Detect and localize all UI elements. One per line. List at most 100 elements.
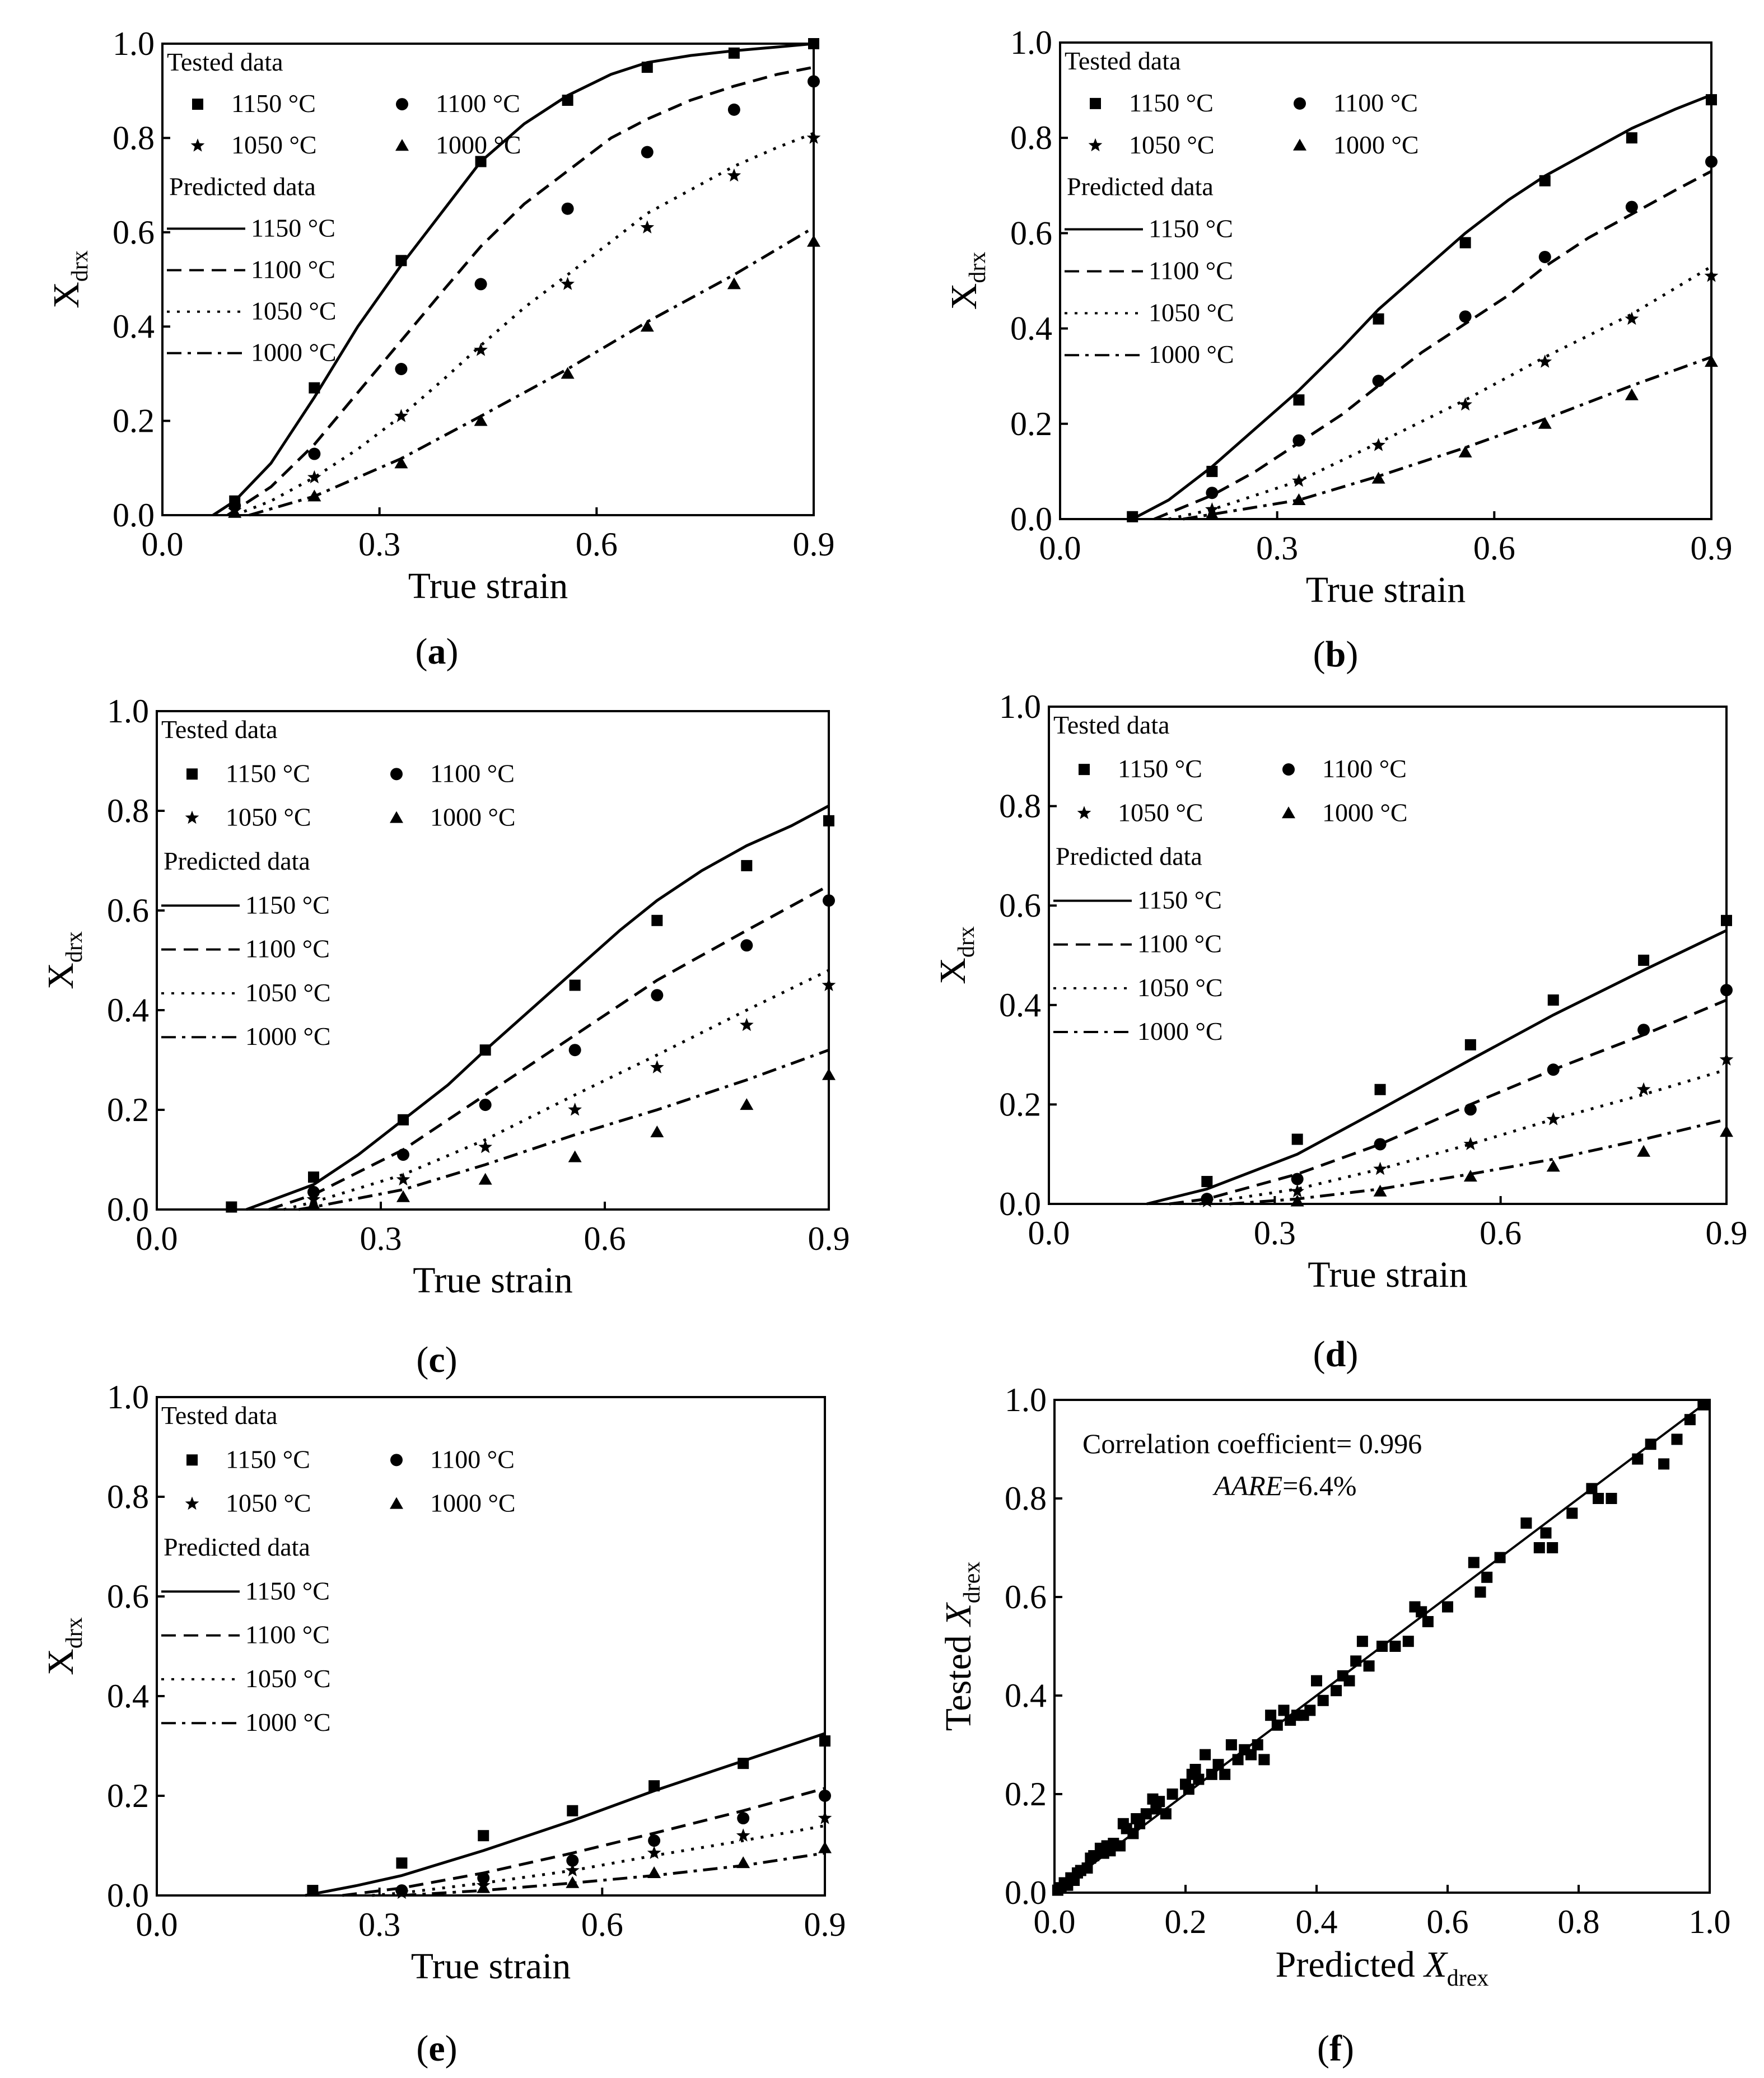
legend-unit: °C: [290, 130, 317, 159]
x-axis-label-sub: drex: [1447, 1965, 1489, 1991]
legend-temp: 1050: [251, 297, 309, 325]
data-point-1050: [1546, 1112, 1561, 1126]
legend-unit: °C: [494, 130, 521, 159]
data-point-1000: [228, 506, 242, 518]
panel-label-letter: e: [428, 2028, 445, 2069]
panel-label-open: (: [1313, 634, 1326, 675]
y-tick-label: 0.6: [107, 892, 149, 929]
data-point-1100: [740, 939, 753, 952]
data-point-1050: [1625, 311, 1639, 325]
plot-frame: [156, 710, 830, 1211]
legend-unit: °C: [1206, 256, 1233, 284]
data-point-1000: [568, 1150, 582, 1162]
data-point: [1389, 1641, 1401, 1652]
data-point-1000: [1205, 507, 1219, 520]
y-axis-label-sub: drex: [959, 1562, 985, 1604]
panel-e: 0.0 0.2 0.4 0.6 0.8 1.0 0.0 0.3 0.6 0.9 True strai…: [40, 1379, 846, 2069]
y-tick-label: 1.0: [107, 1379, 149, 1416]
data-point: [1154, 1796, 1165, 1808]
panel-label-letter: c: [428, 1339, 445, 1380]
legend-unit: °C: [1196, 1017, 1223, 1045]
data-point-1150: [648, 1780, 660, 1792]
legend-unit: °C: [283, 759, 310, 787]
legend-predicted-label-1150: 1150 °C: [251, 213, 335, 242]
panel-label: (d): [1313, 1334, 1359, 1375]
data-point: [1258, 1754, 1270, 1766]
legend-tested-title: Tested data: [167, 48, 283, 76]
data-point-1100: [561, 202, 574, 215]
y-tick-label: 0.4: [107, 1678, 149, 1715]
legend-marker-1150: [1079, 764, 1090, 776]
y-tick-label: 0.8: [107, 792, 149, 829]
data-point: [1468, 1557, 1480, 1568]
legend-temp: 1000: [436, 130, 494, 159]
legend-unit: °C: [1194, 930, 1222, 958]
x-tick-label: 0.9: [1691, 530, 1733, 567]
data-point-1000: [650, 1126, 664, 1138]
legend-label-1000: 1000 °C: [430, 1489, 516, 1517]
legend-predicted-label-1000: 1000 °C: [1149, 340, 1234, 368]
data-point-1150: [478, 1830, 489, 1842]
legend-temp: 1050: [1137, 973, 1196, 1002]
data-point: [1127, 1828, 1139, 1839]
data-point: [1166, 1789, 1178, 1800]
x-axis-label: True strain: [413, 1260, 572, 1301]
data-point-1150: [641, 62, 653, 73]
data-point-1000: [1625, 388, 1639, 400]
data-point: [1278, 1705, 1290, 1716]
legend-marker-1050: [190, 138, 205, 152]
x-tick-label: 0.0: [142, 526, 184, 563]
data-point-1050: [1719, 1052, 1734, 1066]
data-point-1150: [1373, 313, 1384, 325]
curve-1100: [268, 884, 830, 1211]
series-1100: [268, 884, 835, 1211]
data-point-1100: [397, 1148, 409, 1161]
curve-1100: [1154, 170, 1712, 521]
series-1000: [1229, 1118, 1733, 1207]
annotation-aare-value: =6.4%: [1282, 1470, 1356, 1501]
legend-tested-title: Tested data: [161, 1401, 278, 1430]
legend-unit: °C: [309, 297, 337, 325]
legend-predicted-label-1100: 1100 °C: [251, 255, 335, 283]
legend-unit: °C: [304, 978, 331, 1007]
data-point-1100: [651, 989, 664, 1002]
data-point-1000: [1546, 1160, 1560, 1172]
x-tick-label: 0.3: [1256, 530, 1298, 567]
legend-unit: °C: [488, 1489, 516, 1517]
data-point-1000: [1290, 1194, 1304, 1207]
legend-predicted-label-1050: 1050 °C: [245, 1664, 331, 1693]
data-point-1150: [1626, 132, 1637, 144]
legend-predicted-label-1100: 1100 °C: [1149, 256, 1233, 284]
data-point-1000: [736, 1856, 750, 1869]
panel-label-close: ): [1346, 634, 1358, 675]
panel-b: 0.0 0.2 0.4 0.6 0.8 1.0 0.0 0.3 0.6 0.9 True strai…: [944, 24, 1733, 675]
y-axis-label: Xdrx: [932, 926, 979, 984]
legend-temp: 1050: [245, 978, 304, 1007]
panel-label-letter: f: [1329, 2028, 1342, 2069]
data-point: [1140, 1808, 1152, 1820]
data-point: [1566, 1507, 1578, 1519]
y-axis-label-sub: drx: [954, 926, 979, 958]
x-tick-label: 0.6: [584, 1220, 626, 1257]
y-tick-label: 0.8: [1005, 1480, 1047, 1517]
data-point-1150: [738, 1758, 749, 1769]
data-point-1150: [819, 1735, 830, 1747]
legend-unit: °C: [1176, 798, 1203, 826]
y-tick-label: 0.0: [113, 497, 155, 534]
legend-unit: °C: [309, 338, 337, 367]
data-point-1050: [394, 409, 408, 422]
legend-label-1050: 1050 °C: [1129, 130, 1215, 159]
y-tick-label: 0.0: [107, 1191, 149, 1228]
panel-label-open: (: [1313, 1334, 1326, 1375]
data-point-1100: [641, 146, 654, 158]
y-tick-label: 0.6: [113, 214, 155, 251]
curve-1150: [1146, 929, 1728, 1206]
data-point-1000: [727, 277, 741, 289]
legend-temp: 1050: [226, 1489, 284, 1517]
y-tick-label: 0.2: [999, 1086, 1041, 1123]
data-point-1150: [651, 914, 663, 926]
legend-label-1150: 1150 °C: [226, 759, 310, 787]
